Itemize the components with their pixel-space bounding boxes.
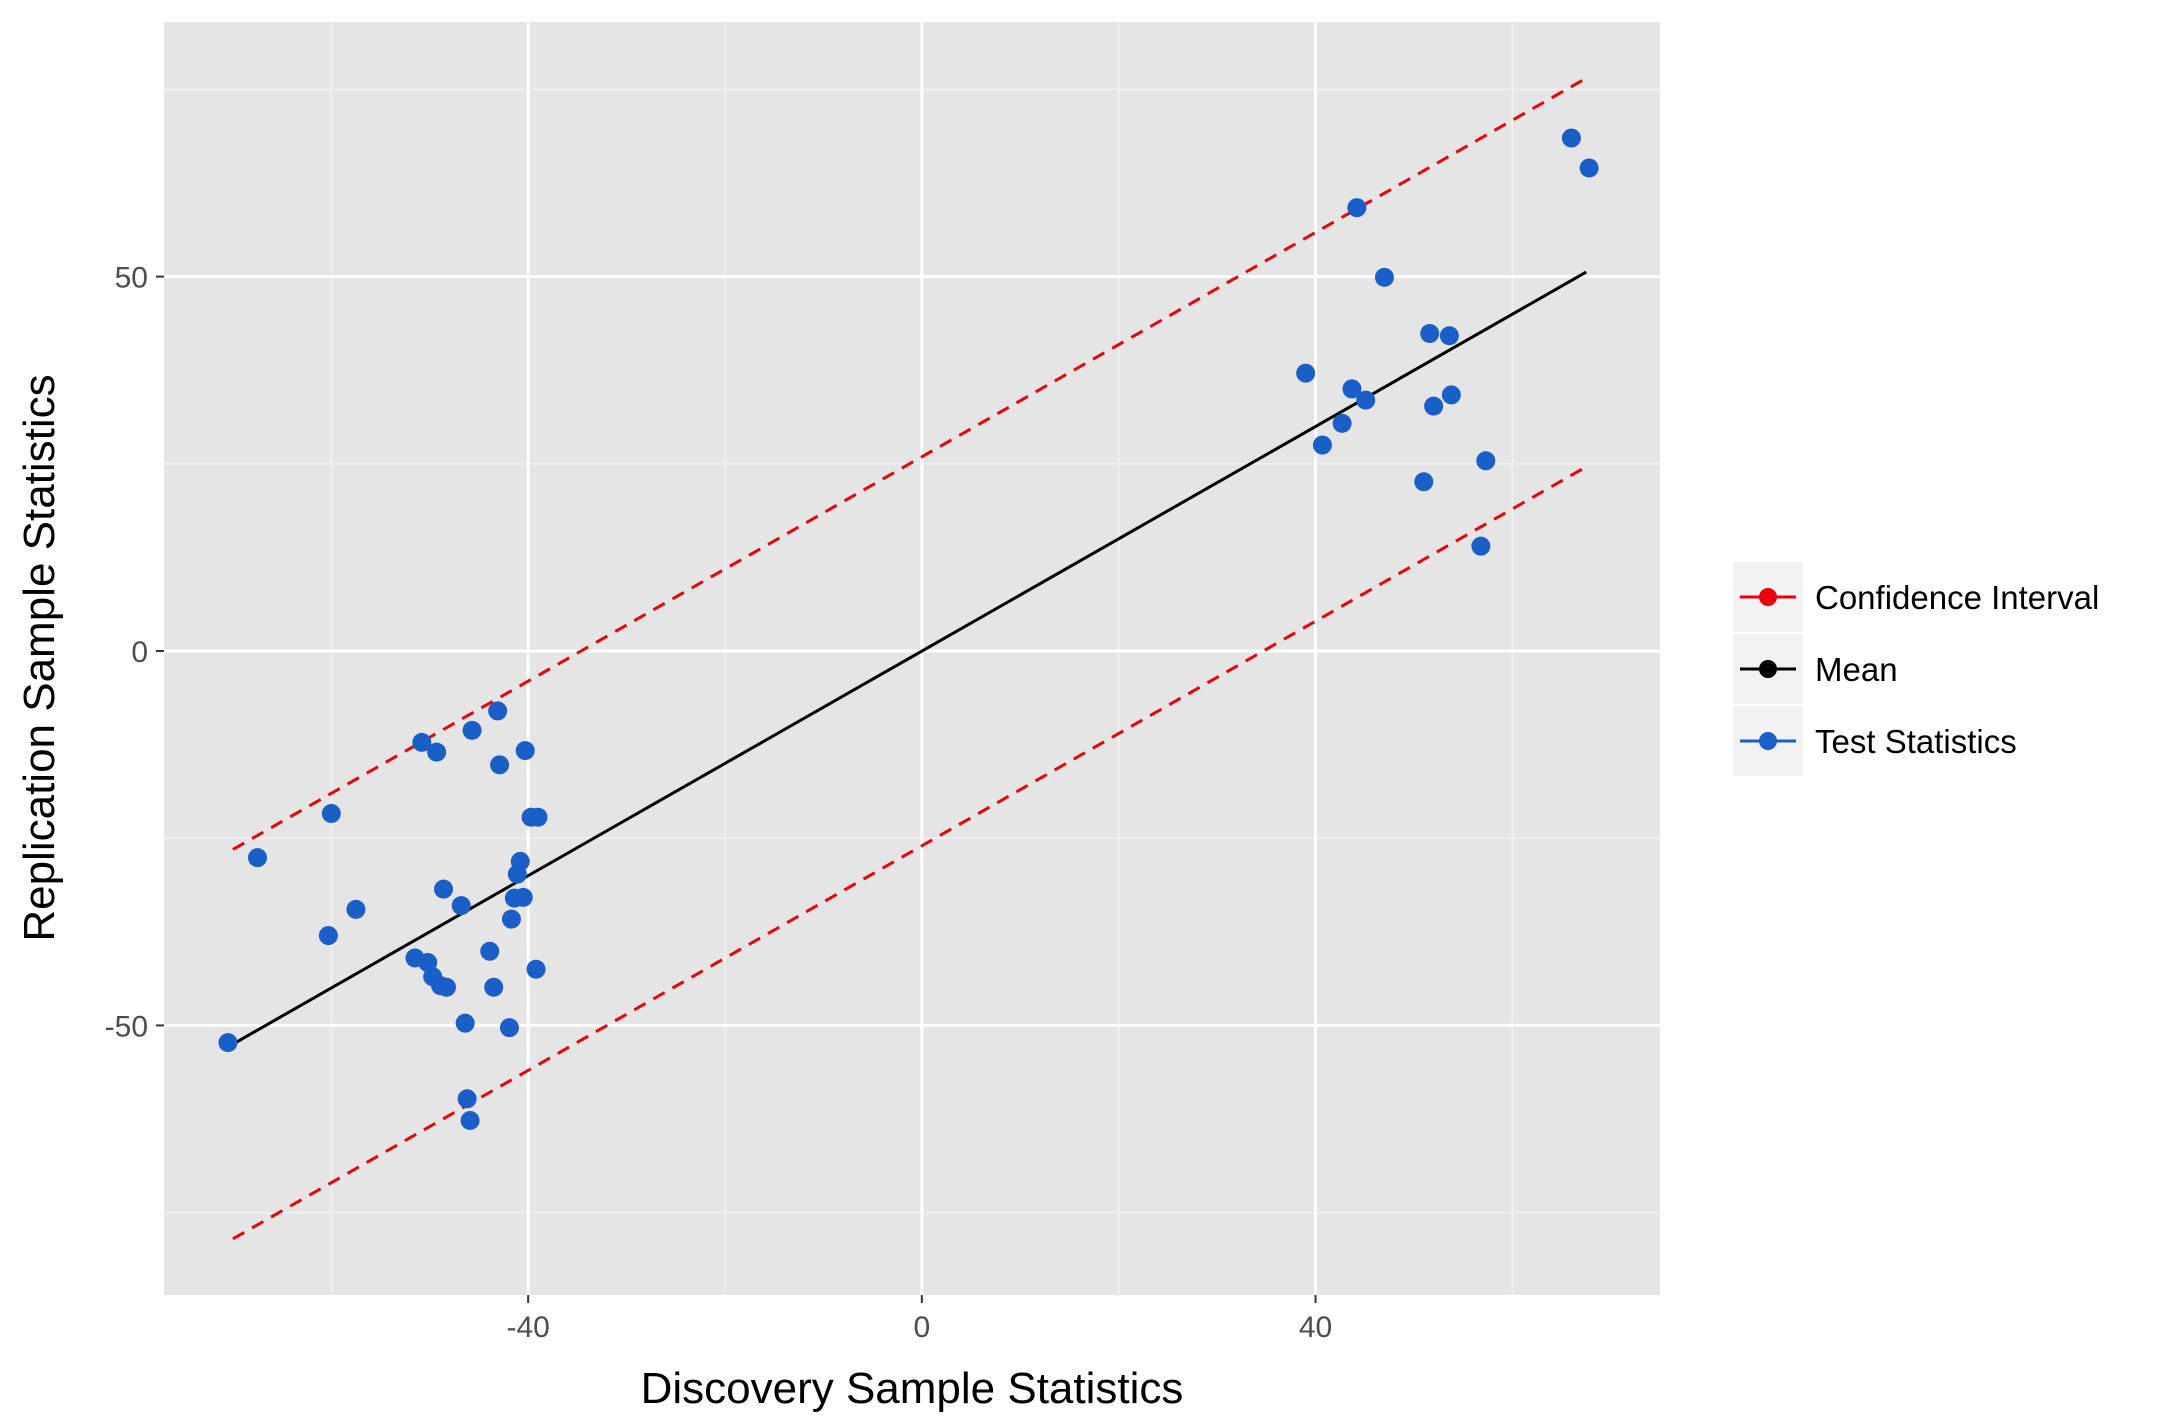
test-statistic-point (1561, 128, 1581, 148)
test-statistic-point (488, 701, 508, 721)
test-statistic-point (1471, 536, 1491, 556)
test-statistic-point (451, 896, 471, 916)
test-statistic-point (515, 741, 535, 761)
test-statistic-point (248, 848, 267, 868)
major-gridlines (164, 22, 1660, 1295)
test-statistic-point (510, 851, 530, 871)
test-statistic-point (528, 807, 548, 827)
test-statistic-point (1579, 158, 1599, 178)
x-axis-title: Discovery Sample Statistics (641, 1364, 1184, 1413)
test-statistic-point (318, 926, 338, 946)
test-statistic-point (436, 977, 456, 997)
test-statistic-point (457, 1089, 477, 1109)
legend: Confidence Interval Mean Test Statistics (1733, 562, 2099, 776)
test-statistic-point (501, 909, 521, 929)
legend-key-dot-mean (1759, 660, 1777, 678)
test-statistics-points (218, 128, 1599, 1131)
test-statistic-point (1347, 198, 1367, 218)
test-statistic-point (434, 879, 454, 899)
test-statistic-point (412, 732, 432, 752)
test-statistic-point (1420, 324, 1440, 344)
test-statistic-point (218, 1033, 238, 1053)
y-axis-title: Replication Sample Statistics (15, 374, 64, 941)
x-tick-label: 0 (913, 1311, 930, 1344)
legend-key-dot-confidence-interval (1759, 588, 1777, 606)
test-statistic-point (1414, 472, 1434, 492)
test-statistic-point (480, 941, 500, 961)
legend-label-mean: Mean (1815, 651, 1898, 688)
test-statistic-point (484, 977, 504, 997)
confidence-interval-line (232, 465, 1587, 1241)
y-tick-label: 50 (115, 262, 148, 295)
test-statistic-point (346, 899, 366, 919)
test-statistic-point (499, 1018, 519, 1038)
legend-label-test-statistics: Test Statistics (1815, 723, 2017, 760)
legend-label-confidence-interval: Confidence Interval (1815, 579, 2099, 616)
y-tick-label: -50 (105, 1010, 148, 1043)
test-statistic-point (1356, 390, 1376, 410)
x-tick-label: -40 (506, 1311, 549, 1344)
test-statistic-point (1312, 435, 1332, 455)
plot-panel (164, 22, 1660, 1295)
test-statistic-point (526, 959, 546, 979)
test-statistic-point (1476, 451, 1496, 471)
axis-ticks: -40 0 40 -50 0 50 (105, 262, 1333, 1344)
test-statistic-point (321, 804, 341, 824)
x-tick-label: 40 (1299, 1311, 1332, 1344)
test-statistic-point (455, 1013, 475, 1033)
test-statistic-point (1441, 385, 1461, 405)
legend-key-dot-test-statistics (1759, 732, 1777, 750)
test-statistic-point (1342, 379, 1362, 399)
test-statistic-point (427, 742, 447, 762)
test-statistic-point (1374, 267, 1394, 287)
test-statistic-point (460, 1111, 480, 1131)
y-tick-label: 0 (131, 636, 148, 669)
test-statistic-point (1296, 363, 1316, 383)
test-statistic-point (1439, 326, 1459, 346)
test-statistic-point (490, 755, 510, 775)
test-statistic-point (1424, 396, 1444, 416)
test-statistic-point (513, 887, 533, 907)
test-statistic-point (1332, 413, 1352, 433)
test-statistic-point (462, 720, 482, 740)
